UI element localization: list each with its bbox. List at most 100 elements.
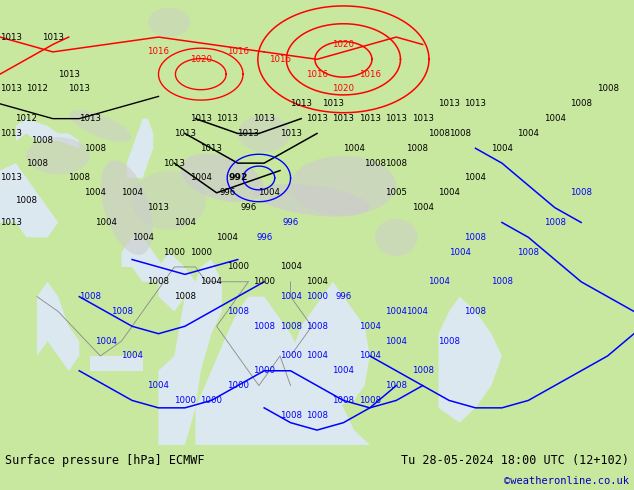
Text: 1013: 1013 [0, 218, 22, 227]
Text: 1013: 1013 [322, 99, 344, 108]
Text: 1008: 1008 [306, 322, 328, 331]
Text: 1004: 1004 [411, 203, 434, 212]
Text: 1008: 1008 [465, 307, 486, 316]
Text: 1013: 1013 [280, 129, 302, 138]
Text: 1004: 1004 [427, 277, 450, 286]
Text: 1008: 1008 [570, 99, 592, 108]
Text: 1004: 1004 [259, 188, 280, 197]
Text: 1008: 1008 [15, 196, 37, 205]
Text: 1013: 1013 [216, 114, 238, 123]
Text: 1004: 1004 [121, 351, 143, 361]
Text: 1004: 1004 [465, 173, 486, 182]
Text: 1004: 1004 [174, 218, 196, 227]
Text: 1004: 1004 [216, 233, 238, 242]
Text: 1008: 1008 [517, 247, 540, 257]
Text: 1008: 1008 [253, 322, 275, 331]
Text: 1000: 1000 [306, 292, 328, 301]
Text: 1008: 1008 [491, 277, 513, 286]
Text: 1013: 1013 [0, 32, 22, 42]
Ellipse shape [101, 160, 153, 255]
Text: 996: 996 [256, 233, 272, 242]
Text: 1020: 1020 [332, 40, 354, 49]
Text: 1004: 1004 [306, 277, 328, 286]
Ellipse shape [290, 156, 396, 215]
Text: 1008: 1008 [84, 144, 106, 153]
Text: 1004: 1004 [121, 188, 143, 197]
Text: 1000: 1000 [253, 277, 275, 286]
Text: 1013: 1013 [58, 70, 80, 79]
Text: 1000: 1000 [253, 366, 275, 375]
Text: 1013: 1013 [332, 114, 354, 123]
Text: 1004: 1004 [491, 144, 513, 153]
Text: 1004: 1004 [517, 129, 540, 138]
Text: 1008: 1008 [570, 188, 592, 197]
Text: 1008: 1008 [79, 292, 101, 301]
Text: Surface pressure [hPa] ECMWF: Surface pressure [hPa] ECMWF [5, 454, 205, 467]
Text: 1013: 1013 [164, 159, 185, 168]
Text: 1012: 1012 [15, 114, 37, 123]
Text: 1004: 1004 [84, 188, 106, 197]
Text: 1000: 1000 [227, 381, 249, 390]
Text: 1020: 1020 [332, 84, 354, 94]
Text: 1004: 1004 [359, 351, 381, 361]
Text: 1008: 1008 [449, 129, 470, 138]
Text: 1008: 1008 [280, 411, 302, 420]
Text: 1004: 1004 [343, 144, 365, 153]
Text: 1000: 1000 [164, 247, 185, 257]
Text: 1004: 1004 [280, 292, 302, 301]
Text: 1013: 1013 [42, 32, 64, 42]
Ellipse shape [180, 154, 264, 202]
Text: 992: 992 [228, 173, 247, 182]
Text: 1004: 1004 [148, 381, 169, 390]
Ellipse shape [375, 219, 417, 256]
Text: 1008: 1008 [597, 84, 619, 94]
Text: 1004: 1004 [94, 337, 117, 345]
Text: 1008: 1008 [26, 159, 48, 168]
Text: 1013: 1013 [200, 144, 223, 153]
Text: 1008: 1008 [385, 159, 407, 168]
Ellipse shape [70, 110, 131, 142]
Text: 1004: 1004 [190, 173, 212, 182]
Text: 1008: 1008 [438, 337, 460, 345]
Text: 1016: 1016 [148, 48, 169, 56]
Text: 1004: 1004 [385, 337, 407, 345]
Ellipse shape [238, 115, 290, 152]
Text: 1004: 1004 [544, 114, 566, 123]
Text: 1013: 1013 [237, 129, 259, 138]
Text: 1012: 1012 [26, 84, 48, 94]
Text: 1013: 1013 [148, 203, 169, 212]
Text: 1004: 1004 [200, 277, 223, 286]
Text: 1008: 1008 [465, 233, 486, 242]
Text: 1013: 1013 [79, 114, 101, 123]
Text: 996: 996 [335, 292, 351, 301]
Text: 1013: 1013 [290, 99, 312, 108]
Text: 1013: 1013 [306, 114, 328, 123]
Text: 996: 996 [219, 188, 235, 197]
Text: 1004: 1004 [406, 307, 429, 316]
Text: 1008: 1008 [411, 366, 434, 375]
Text: 1013: 1013 [0, 129, 22, 138]
Text: 996: 996 [240, 203, 256, 212]
Text: 1008: 1008 [31, 136, 53, 146]
Text: 1004: 1004 [280, 263, 302, 271]
Ellipse shape [148, 7, 190, 37]
Text: 1000: 1000 [227, 263, 249, 271]
Text: 1008: 1008 [68, 173, 90, 182]
Ellipse shape [254, 184, 370, 217]
Text: 1008: 1008 [110, 307, 133, 316]
Text: 1013: 1013 [411, 114, 434, 123]
Text: 1016: 1016 [306, 70, 328, 79]
Text: 1016: 1016 [227, 48, 249, 56]
Text: ©weatheronline.co.uk: ©weatheronline.co.uk [504, 476, 629, 487]
Text: 1000: 1000 [190, 247, 212, 257]
Text: 1000: 1000 [174, 396, 196, 405]
Text: 1013: 1013 [174, 129, 196, 138]
Text: 1008: 1008 [174, 292, 196, 301]
Text: 1013: 1013 [68, 84, 90, 94]
Text: 1004: 1004 [385, 307, 407, 316]
Text: 1013: 1013 [438, 99, 460, 108]
Text: Tu 28-05-2024 18:00 UTC (12+102): Tu 28-05-2024 18:00 UTC (12+102) [401, 454, 629, 467]
Ellipse shape [132, 171, 206, 230]
Text: 1008: 1008 [148, 277, 169, 286]
Text: 1013: 1013 [190, 114, 212, 123]
